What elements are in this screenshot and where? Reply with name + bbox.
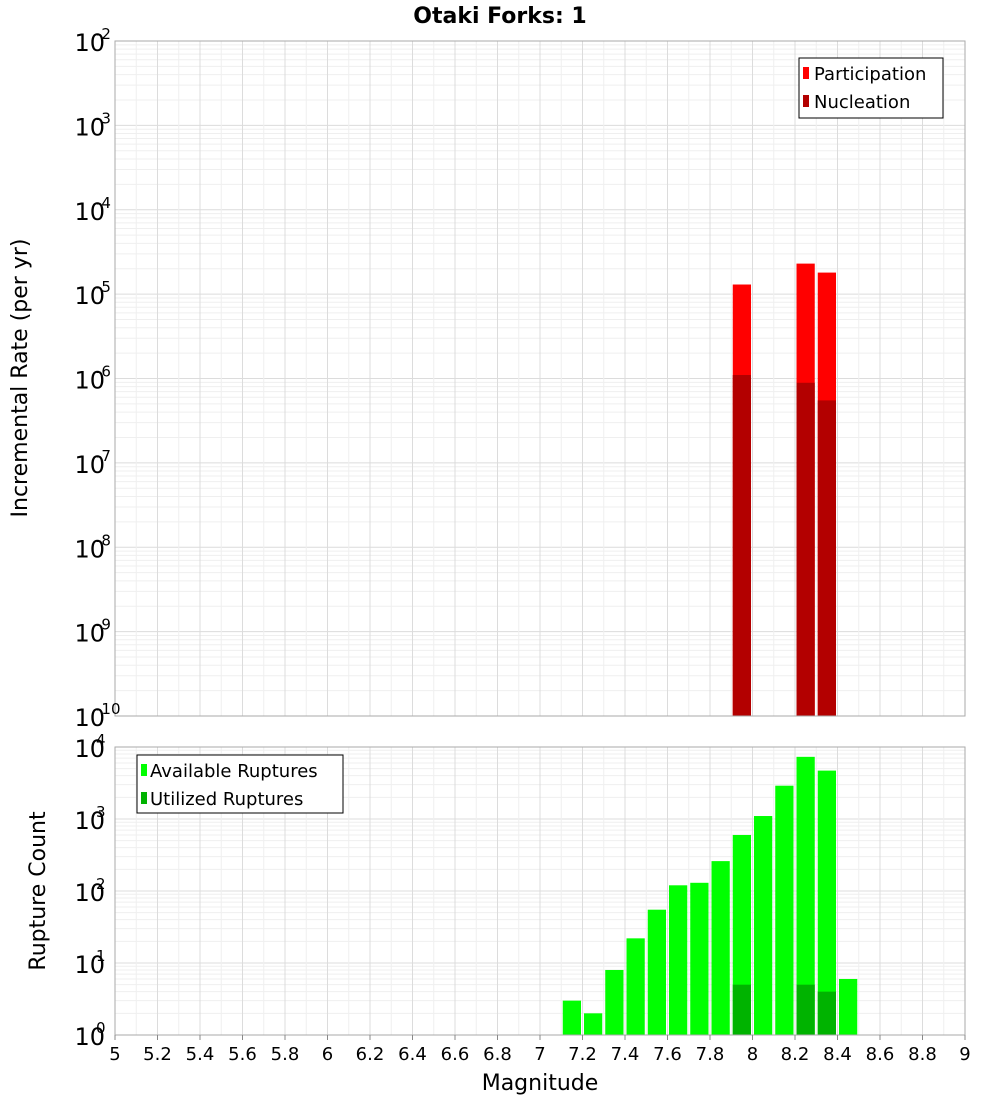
bar-nucleation — [817, 400, 836, 716]
y-tick-label-exponent: -5 — [96, 278, 111, 296]
y-tick-label-base: 10 — [74, 879, 105, 907]
legend-label-participation: Participation — [814, 64, 926, 85]
x-tick-label: 8.2 — [781, 1044, 810, 1065]
legend-label-available-ruptures: Available Ruptures — [150, 761, 318, 782]
bar-available-ruptures — [796, 756, 815, 1035]
top-y-axis-label: Incremental Rate (per yr) — [8, 239, 33, 518]
x-tick-label: 5.8 — [271, 1044, 300, 1065]
bar-available-ruptures — [690, 882, 709, 1035]
x-tick-label: 6.2 — [356, 1044, 385, 1065]
x-tick-label: 8.8 — [908, 1044, 937, 1065]
x-tick-label: 7.8 — [696, 1044, 725, 1065]
bar-available-ruptures — [669, 885, 688, 1035]
x-tick-label: 5.4 — [186, 1044, 215, 1065]
x-tick-label: 6.8 — [483, 1044, 512, 1065]
bar-available-ruptures — [605, 969, 624, 1035]
bar-available-ruptures — [817, 770, 836, 1035]
y-tick-label-exponent: -6 — [96, 363, 111, 381]
y-tick-label-base: 10 — [74, 1023, 105, 1051]
x-tick-label: 5.6 — [228, 1044, 257, 1065]
legend-label-utilized-ruptures: Utilized Ruptures — [150, 789, 303, 810]
x-tick-label: 6.6 — [441, 1044, 470, 1065]
x-tick-label: 7 — [534, 1044, 545, 1065]
y-tick-label-exponent: -2 — [96, 25, 111, 43]
bar-utilized-ruptures — [817, 991, 836, 1035]
y-tick-label-base: 10 — [74, 704, 105, 732]
bar-available-ruptures — [839, 978, 858, 1035]
y-tick-label-base: 10 — [74, 198, 105, 226]
y-tick-label-base: 10 — [74, 113, 105, 141]
y-tick-label-exponent: 2 — [96, 875, 106, 893]
y-tick-label-base: 10 — [74, 451, 105, 479]
x-tick-label: 7.4 — [611, 1044, 640, 1065]
x-tick-label: 6.4 — [398, 1044, 427, 1065]
bottom-legend: Available Ruptures Utilized Ruptures — [136, 754, 344, 814]
bar-available-ruptures — [562, 1000, 581, 1035]
legend-label-nucleation: Nucleation — [814, 92, 910, 113]
y-tick-label-exponent: -3 — [96, 109, 111, 127]
legend-swatch-available-ruptures — [141, 764, 147, 776]
x-tick-label: 7.6 — [653, 1044, 682, 1065]
y-tick-label-base: 10 — [74, 367, 105, 395]
x-tick-label: 8.6 — [866, 1044, 895, 1065]
top-bars — [732, 263, 836, 716]
bottom-y-axis-label: Rupture Count — [26, 811, 51, 971]
bottom-legend-box — [136, 754, 344, 814]
x-ticks: 5 5.2 5.4 5.6 5.8 6 6.2 6.4 6.6 6.8 7 7.2 7.4 7.6 7.8 8… — [109, 1035, 971, 1065]
bar-available-ruptures — [754, 816, 773, 1035]
chart-title: Otaki Forks: 1 — [413, 4, 587, 29]
x-tick-label: 9 — [959, 1044, 970, 1065]
y-tick-label-exponent: 3 — [96, 803, 106, 821]
bar-available-ruptures — [584, 1013, 603, 1035]
y-tick-label-base: 10 — [74, 735, 105, 763]
legend-swatch-nucleation — [803, 95, 809, 107]
bar-nucleation — [732, 375, 751, 716]
y-tick-label-exponent: -10 — [96, 700, 121, 718]
bar-available-ruptures — [711, 861, 730, 1035]
x-tick-label: 7.2 — [568, 1044, 597, 1065]
bottom-bars — [562, 756, 858, 1035]
y-tick-label-base: 10 — [74, 535, 105, 563]
bar-available-ruptures — [775, 785, 794, 1035]
top-legend: Participation Nucleation — [798, 57, 944, 119]
x-tick-label: 8 — [747, 1044, 758, 1065]
x-axis-label: Magnitude — [482, 1071, 599, 1096]
x-tick-label: 5 — [109, 1044, 120, 1065]
y-tick-label-exponent: 0 — [96, 1019, 106, 1037]
y-tick-label-base: 10 — [74, 29, 105, 57]
legend-swatch-participation — [803, 67, 809, 79]
y-tick-label-exponent: -4 — [96, 194, 111, 212]
y-tick-label-exponent: 1 — [96, 947, 106, 965]
bar-utilized-ruptures — [732, 984, 751, 1035]
top-plot-frame — [114, 40, 966, 717]
bar-nucleation — [796, 382, 815, 716]
y-tick-label-exponent: -8 — [96, 531, 111, 549]
bar-available-ruptures — [647, 909, 666, 1035]
top-legend-box — [798, 57, 944, 119]
y-tick-label-exponent: -9 — [96, 616, 111, 634]
y-tick-label-exponent: -7 — [96, 447, 111, 465]
y-tick-label-exponent: 4 — [96, 731, 106, 749]
x-tick-label: 8.4 — [823, 1044, 852, 1065]
x-tick-label: 5.2 — [143, 1044, 172, 1065]
bar-utilized-ruptures — [796, 984, 815, 1035]
legend-swatch-utilized-ruptures — [141, 792, 147, 804]
top-grid — [114, 41, 966, 717]
y-tick-label-base: 10 — [74, 282, 105, 310]
y-tick-label-base: 10 — [74, 807, 105, 835]
y-tick-label-base: 10 — [74, 620, 105, 648]
x-tick-label: 6 — [322, 1044, 333, 1065]
y-tick-label-base: 10 — [74, 951, 105, 979]
bar-available-ruptures — [626, 938, 645, 1035]
